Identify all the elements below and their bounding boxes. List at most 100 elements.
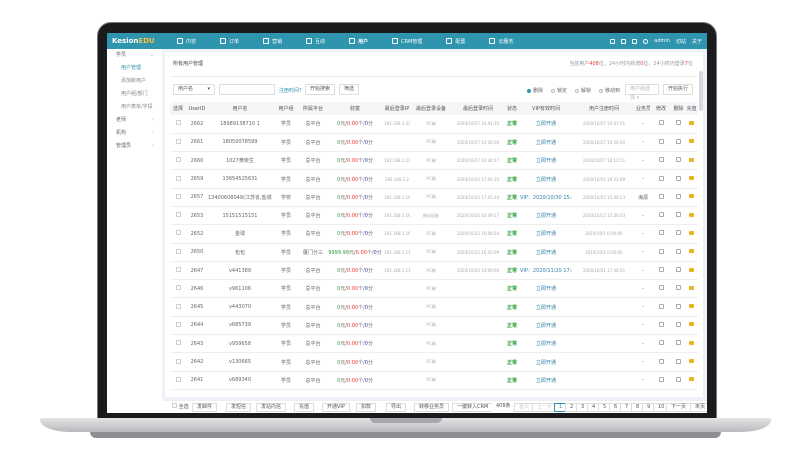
coin-icon[interactable] (689, 157, 694, 162)
username[interactable]: v685739 (208, 316, 272, 336)
search-button[interactable]: 开始搜索 (305, 84, 336, 95)
edit-icon[interactable] (658, 157, 664, 163)
recharge-cell[interactable] (685, 297, 698, 317)
row-checkbox[interactable] (175, 157, 181, 163)
row-checkbox[interactable] (175, 138, 181, 144)
delete-cell[interactable] (672, 316, 685, 336)
row-checkbox[interactable] (175, 340, 181, 346)
link-about[interactable]: 关于 (691, 38, 702, 45)
row-checkbox[interactable] (175, 267, 181, 273)
trash-icon[interactable] (676, 230, 681, 236)
delete-cell[interactable] (672, 352, 685, 372)
edit-icon[interactable] (658, 267, 664, 273)
row-checkbox[interactable] (175, 248, 181, 254)
recharge-cell[interactable] (685, 261, 698, 281)
edit-icon[interactable] (658, 248, 664, 254)
group-select[interactable]: 用户组选择 ▾ (625, 84, 659, 101)
coin-icon[interactable] (689, 249, 694, 254)
vip-link[interactable]: 立即开通 (520, 279, 572, 299)
select-cell[interactable] (170, 334, 186, 354)
radio-解锁[interactable]: 解锁 (575, 87, 591, 94)
edit-cell[interactable] (650, 261, 672, 281)
username[interactable]: 13654525631 (208, 169, 272, 189)
edit-icon[interactable] (658, 376, 664, 382)
delete-cell[interactable] (672, 115, 685, 134)
coin-icon[interactable] (689, 120, 694, 125)
nav-item-互动[interactable]: 互动 (306, 38, 337, 45)
delete-cell[interactable] (672, 279, 685, 299)
row-checkbox[interactable] (175, 321, 181, 327)
recharge-cell[interactable] (685, 151, 698, 171)
edit-icon[interactable] (658, 285, 664, 291)
username[interactable]: v689340 (208, 371, 272, 390)
vip-link[interactable]: 立即开通 (520, 115, 572, 134)
edit-cell[interactable] (650, 243, 672, 262)
footer-button-扣款[interactable]: 扣款 (356, 403, 377, 412)
refresh-icon[interactable] (643, 38, 649, 44)
nav-item-配置[interactable]: 配置 (446, 38, 477, 45)
scrollbar[interactable] (699, 71, 703, 111)
username[interactable]: 18989138710 1 (208, 115, 272, 134)
username[interactable]: v441389 (208, 261, 272, 281)
recharge-cell[interactable] (685, 115, 698, 134)
delete-cell[interactable] (672, 206, 685, 226)
select-cell[interactable] (170, 151, 186, 171)
search-field-select[interactable]: 用户名 ▾ (173, 84, 215, 95)
vip-link[interactable]: 立即开通 (520, 334, 572, 354)
sidebar-group[interactable]: 机构 › (107, 127, 162, 140)
username[interactable]: 金球 (208, 224, 272, 244)
footer-button-发站内信[interactable]: 发站内信 (256, 403, 287, 412)
select-cell[interactable] (170, 188, 186, 207)
home-icon[interactable] (610, 38, 616, 44)
recharge-cell[interactable] (685, 279, 698, 299)
row-checkbox[interactable] (175, 120, 181, 126)
vip-link[interactable]: 立即开通 (520, 243, 572, 262)
trash-icon[interactable] (676, 193, 681, 199)
username[interactable]: 13400608049(江苏省,盐城市) (208, 188, 272, 207)
edit-cell[interactable] (650, 316, 672, 336)
nav-item-营销[interactable]: 营销 (263, 38, 294, 45)
username[interactable]: v959658 (208, 334, 272, 354)
coin-icon[interactable] (689, 267, 694, 272)
coin-icon[interactable] (689, 285, 694, 290)
select-cell[interactable] (170, 279, 186, 299)
coin-icon[interactable] (689, 322, 694, 327)
select-cell[interactable] (170, 133, 186, 153)
edit-icon[interactable] (658, 138, 664, 144)
first-page-button[interactable]: 首页 (514, 403, 535, 412)
recharge-cell[interactable] (685, 352, 698, 372)
trash-icon[interactable] (676, 138, 681, 144)
sidebar-item[interactable]: 用户组/部门 (121, 91, 148, 97)
select-all[interactable]: 全选 (168, 403, 193, 412)
username[interactable]: 1027黄晓生 (208, 151, 272, 171)
row-checkbox[interactable] (175, 193, 181, 199)
vip-link[interactable]: 立即开通 (520, 316, 572, 336)
vip-link[interactable]: 立即开通 (520, 224, 572, 244)
search-input[interactable] (219, 84, 275, 95)
select-cell[interactable] (170, 169, 186, 189)
vip-link[interactable]: 立即开通 (520, 133, 572, 153)
username[interactable]: 15151515151 (208, 206, 272, 226)
vip-link[interactable]: VIP：2020/11/20 17:48:41 (520, 261, 572, 281)
edit-cell[interactable] (650, 151, 672, 171)
coin-icon[interactable] (689, 194, 694, 199)
recharge-cell[interactable] (685, 188, 698, 207)
trash-icon[interactable] (676, 212, 681, 218)
username[interactable]: v130665 (208, 352, 272, 372)
link-switch[interactable]: 切站 (675, 38, 686, 45)
radio-删除[interactable]: 删除 (527, 87, 543, 94)
row-checkbox[interactable] (175, 175, 181, 181)
vip-link[interactable]: 立即开通 (520, 206, 572, 226)
row-checkbox[interactable] (175, 303, 181, 309)
select-cell[interactable] (170, 352, 186, 372)
trash-icon[interactable] (676, 267, 681, 273)
recharge-cell[interactable] (685, 206, 698, 226)
coin-icon[interactable] (689, 230, 694, 235)
nav-item-云服务[interactable]: 云服务 (489, 38, 525, 45)
nav-item-订单[interactable]: 订单 (220, 38, 251, 45)
delete-cell[interactable] (672, 334, 685, 354)
select-cell[interactable] (170, 261, 186, 281)
select-all-checkbox[interactable] (172, 403, 177, 408)
sidebar-item[interactable]: 添加新用户 (121, 78, 147, 84)
delete-cell[interactable] (672, 169, 685, 189)
